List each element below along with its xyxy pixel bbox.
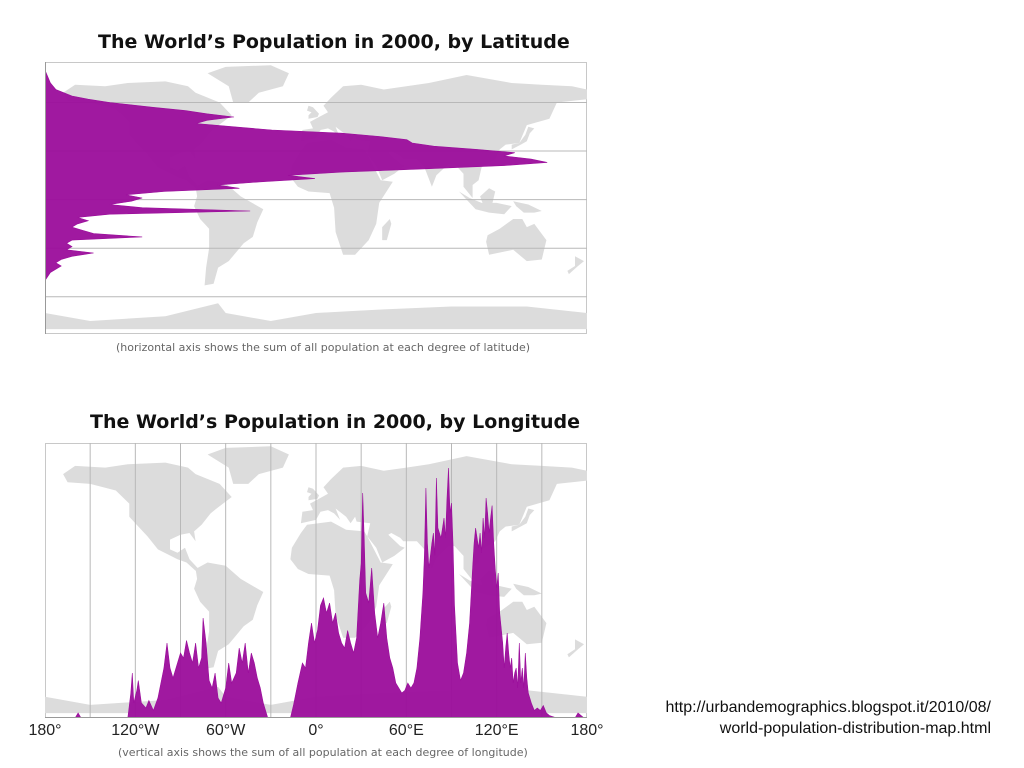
land-new-zealand	[567, 256, 584, 275]
land-new-zealand	[567, 639, 584, 658]
longitude-population-bars	[45, 467, 587, 718]
latitude-population-bars	[45, 69, 548, 282]
land-indonesia	[459, 191, 512, 215]
land-new-guinea	[513, 583, 542, 596]
longitude-chart	[45, 443, 587, 718]
longitude-tick-label: 180°	[28, 722, 62, 739]
land-japan	[511, 126, 535, 150]
land-eurasia	[300, 75, 587, 198]
land-south-america	[194, 180, 264, 286]
latitude-chart-svg	[45, 62, 587, 334]
land-south-america	[194, 562, 264, 669]
longitude-tick-label: 120°W	[111, 722, 160, 739]
land-uk	[307, 105, 319, 119]
longitude-tick-label: 180°	[570, 722, 604, 739]
land-madagascar	[382, 219, 392, 241]
longitude-chart-svg	[45, 443, 587, 718]
source-url-line-1: http://urbandemographics.blogspot.it/201…	[665, 699, 991, 716]
land-new-guinea	[513, 201, 542, 213]
longitude-chart-note: (vertical axis shows the sum of all popu…	[118, 746, 528, 759]
land-antarctica	[45, 303, 587, 330]
latitude-population-area	[45, 69, 548, 282]
longitude-tick-label: 0°	[308, 722, 324, 739]
longitude-tick-label: 120°E	[474, 722, 519, 739]
land-australia	[486, 219, 547, 262]
land-greenland	[207, 65, 289, 103]
land-north-america	[63, 462, 232, 571]
latitude-chart-note: (horizontal axis shows the sum of all po…	[116, 341, 530, 354]
latitude-chart-title: The World’s Population in 2000, by Latit…	[98, 31, 570, 53]
latitude-chart	[45, 62, 587, 334]
land-greenland	[207, 446, 289, 484]
source-url-line-2: world-population-distribution-map.html	[719, 720, 991, 737]
land-japan	[511, 508, 535, 532]
longitude-population-area	[45, 467, 587, 718]
land-borneo	[480, 188, 496, 205]
longitude-tick-label: 60°W	[206, 722, 246, 739]
longitude-tick-label: 60°E	[388, 722, 424, 739]
longitude-chart-title: The World’s Population in 2000, by Longi…	[90, 411, 581, 433]
